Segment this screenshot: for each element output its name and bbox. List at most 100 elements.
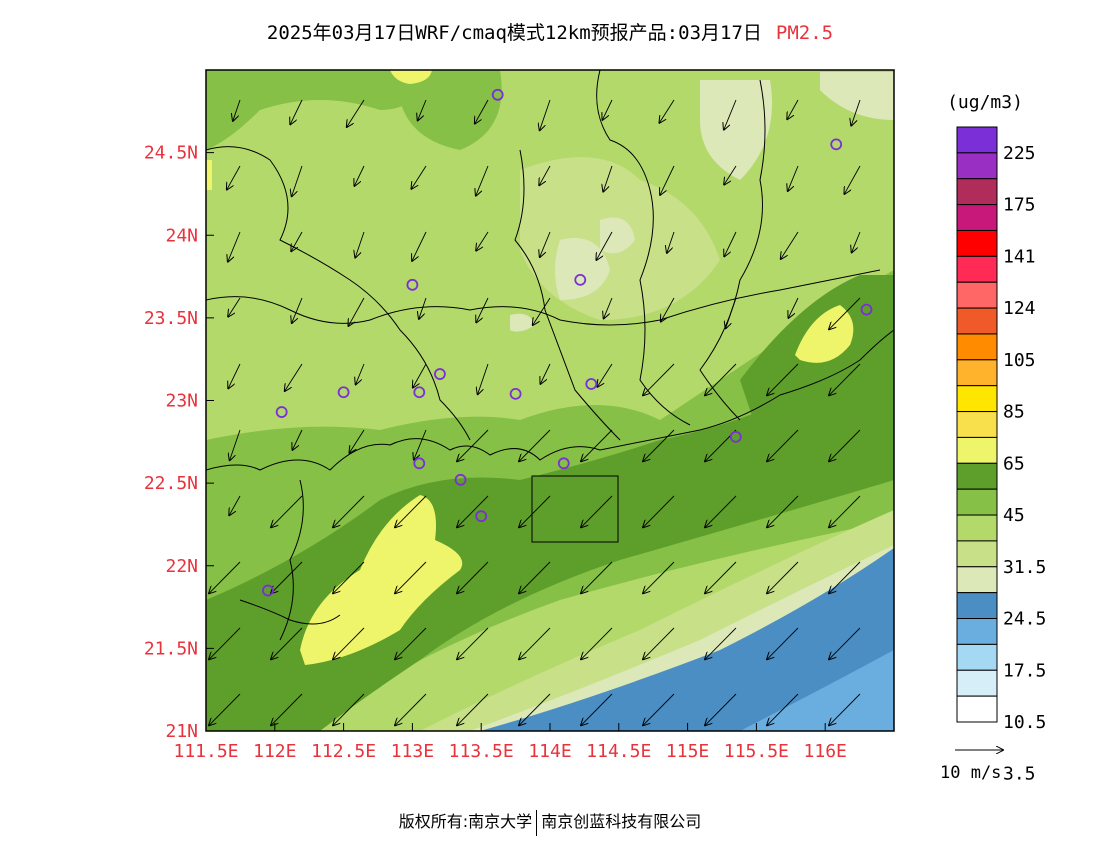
colorbar-swatch	[956, 333, 998, 361]
wind-arrow	[724, 99, 737, 130]
wind-arrow	[348, 297, 365, 326]
wind-arrow	[333, 627, 365, 659]
wind-arrow	[228, 297, 241, 317]
wind-arrow	[395, 627, 427, 659]
lat-tick-label: 24.5N	[144, 143, 198, 164]
colorbar-label: 105	[1003, 350, 1036, 371]
wind-arrow	[457, 627, 489, 659]
colorbar-swatch	[956, 643, 998, 671]
station-marker	[275, 406, 288, 418]
lon-tick-label: 114.5E	[586, 741, 651, 762]
wind-arrow	[829, 693, 861, 725]
wind-arrow	[475, 99, 489, 124]
wind-arrow	[829, 297, 861, 329]
wind-arrow	[412, 231, 427, 261]
lon-tick-label: 112.5E	[311, 741, 376, 762]
wind-arrow	[643, 561, 675, 593]
lon-tick-label: 115E	[666, 741, 709, 762]
wind-arrow	[724, 165, 737, 185]
wind-arrow	[233, 99, 241, 121]
wind-arrow	[478, 363, 489, 394]
colorbar-swatch	[956, 385, 998, 413]
wind-arrow	[643, 495, 675, 527]
wind-arrow	[726, 297, 737, 328]
wind-arrow	[457, 495, 489, 527]
lat-tick-label: 24N	[165, 225, 198, 246]
wind-arrow	[411, 165, 427, 189]
station-marker	[574, 273, 587, 286]
wind-arrow	[228, 363, 241, 388]
colorbar-label: 17.5	[1003, 660, 1046, 681]
copyright-text: 版权所有:南京大学	[398, 812, 533, 831]
wind-arrow	[419, 297, 427, 319]
wind-arrow	[852, 231, 861, 252]
station-marker	[557, 457, 570, 470]
wind-arrow	[476, 165, 489, 196]
wind-arrow	[705, 495, 737, 527]
wind-arrow	[395, 495, 427, 527]
wind-arrow	[476, 297, 489, 322]
station-marker	[454, 473, 467, 486]
lon-tick-label: 116E	[804, 741, 847, 762]
colorbar-swatch	[956, 514, 998, 542]
wind-arrow	[781, 231, 799, 259]
monitoring-stations	[262, 88, 873, 597]
wind-arrow	[414, 429, 427, 460]
station-marker	[585, 378, 598, 390]
wind-arrow	[229, 495, 241, 515]
lat-tick-label: 23N	[165, 391, 198, 412]
wind-arrow	[285, 363, 303, 391]
wind-arrow	[767, 495, 799, 527]
colorbar-swatch	[956, 488, 998, 516]
colorbar-swatch	[956, 281, 998, 309]
wind-arrow	[209, 561, 241, 593]
wind-arrow	[395, 561, 427, 593]
wind-arrow	[333, 561, 365, 593]
legend-unit: (ug/m3)	[947, 92, 1023, 113]
colorbar-swatch	[956, 436, 998, 464]
colorbar-label: 175	[1003, 195, 1036, 216]
colorbar-swatch	[956, 566, 998, 594]
wind-arrow	[209, 627, 241, 659]
wind-arrow	[519, 561, 551, 593]
colorbar-label: 225	[1003, 143, 1036, 164]
wind-arrow	[291, 231, 303, 251]
wind-arrow	[581, 429, 613, 461]
colorbar-swatch	[956, 204, 998, 231]
footer-separator	[536, 809, 538, 836]
wind-arrow	[829, 561, 861, 593]
wind-arrow	[347, 99, 365, 127]
station-marker	[262, 584, 274, 597]
wind-arrow	[851, 99, 861, 126]
colorbar-label: 85	[1003, 402, 1025, 423]
station-marker	[413, 386, 426, 399]
station-marker	[434, 368, 446, 380]
wind-arrow	[395, 693, 427, 725]
wind-arrow	[271, 495, 303, 527]
wind-arrow	[596, 231, 613, 260]
wind-arrow	[767, 363, 799, 395]
footer: 版权所有:南京大学 南京创蓝科技有限公司	[0, 808, 1100, 836]
wind-arrow	[457, 561, 489, 593]
wind-arrow	[519, 627, 551, 659]
colorbar-label: 141	[1003, 246, 1036, 267]
wind-arrow	[581, 561, 613, 593]
colorbar-swatch	[956, 152, 998, 180]
colorbar-swatch	[956, 618, 998, 645]
colorbar-swatch	[956, 669, 998, 697]
lat-tick-label: 23.5N	[144, 308, 198, 329]
colorbar-label: 65	[1003, 453, 1025, 474]
wind-arrow	[661, 297, 675, 322]
wind-arrow	[581, 627, 613, 659]
wind-arrow	[228, 231, 241, 262]
wind-arrow	[667, 231, 675, 253]
wind-arrow	[354, 165, 365, 186]
map-title-text: 2025年03月17日WRF/cmaq模式12km预报产品:03月17日	[266, 22, 762, 44]
colorbar-label: 10.5	[1003, 712, 1046, 733]
lat-tick-label: 21.5N	[144, 638, 198, 659]
wind-arrow	[829, 363, 861, 395]
wind-vectors	[209, 99, 861, 725]
wind-arrow	[705, 561, 737, 593]
pollutant-label: PM2.5	[775, 22, 834, 44]
